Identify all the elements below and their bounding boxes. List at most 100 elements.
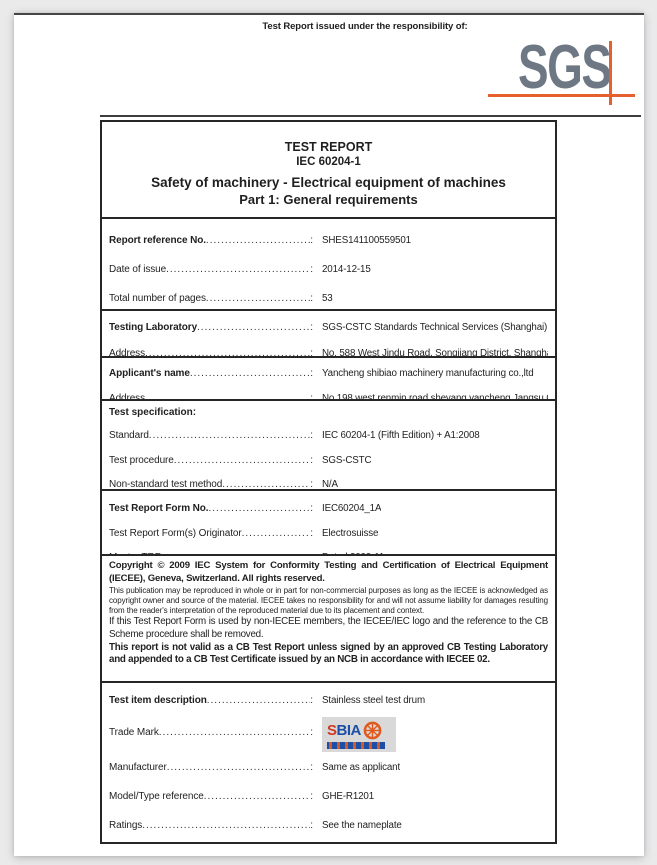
field-label: Test Report Form(s) Originator: [109, 527, 242, 539]
section-report-reference: Report reference No.: SHES141100559501 D…: [102, 217, 555, 309]
field-value: IEC 60204-1 (Fifth Edition) + A1:2008: [322, 430, 480, 441]
colon: :: [310, 454, 313, 466]
colon: :: [310, 322, 313, 333]
field-value: Same as applicant: [322, 761, 401, 773]
dot-leader: [206, 230, 310, 248]
field-row-test-item-description: Test item description: Stainless steel t…: [109, 690, 548, 708]
colon: :: [310, 368, 313, 379]
dot-leader: [204, 786, 310, 804]
document-page: Test Report issued under the responsibil…: [14, 13, 644, 856]
trademark-wheel-icon: [363, 721, 382, 740]
field-label: Trade Mark: [109, 727, 159, 738]
colon: :: [310, 761, 313, 773]
field-label: Date of issue: [109, 264, 167, 275]
dot-leader: [149, 425, 310, 443]
colon: :: [310, 819, 313, 831]
field-label: Address: [109, 393, 145, 399]
trademark-box: SBIA: [322, 717, 396, 752]
dot-leader: [207, 690, 310, 708]
field-row-manufacturer: Manufacturer: Same as applicant: [109, 757, 548, 775]
field-value: N/A: [322, 479, 338, 489]
dot-leader: [159, 722, 310, 740]
field-value: No 198 west renmin road,sheyang,yancheng…: [322, 393, 548, 399]
test-specification-heading: Test specification:: [109, 407, 197, 418]
colon: :: [310, 790, 313, 802]
colon: :: [310, 503, 313, 514]
field-row-standard: Standard: IEC 60204-1 (Fifth Edition) + …: [109, 425, 548, 443]
field-value: SHES141100559501: [322, 235, 411, 246]
field-label: Test item description: [109, 695, 207, 706]
field-label: Manufacturer: [109, 761, 167, 773]
field-label: Test Report Form No.: [109, 503, 209, 514]
dot-leader: [174, 450, 310, 468]
header-issued-line: Test Report issued under the responsibil…: [262, 21, 468, 32]
field-value: 53: [322, 293, 333, 304]
sgs-logo-crossline: [609, 41, 612, 105]
field-row-report-reference: Report reference No.: SHES141100559501: [109, 230, 548, 248]
field-row-ratings: Ratings: See the nameplate: [109, 815, 548, 833]
dot-leader: [190, 363, 310, 381]
field-label: Standard: [109, 430, 149, 441]
field-label: Ratings: [109, 819, 143, 831]
field-row-trade-mark: Trade Mark: SBIA: [109, 717, 548, 752]
copyright-bold-intro: Copyright © 2009 IEC System for Conformi…: [109, 560, 548, 584]
field-value: SGS-CSTC: [322, 454, 372, 466]
field-value: 2014-12-15: [322, 264, 371, 275]
trademark-logo: SBIA: [322, 717, 396, 752]
title-test-report: TEST REPORT: [284, 140, 373, 154]
section-applicant: Applicant's name: Yancheng shibiao machi…: [102, 356, 555, 399]
colon: :: [310, 695, 313, 706]
field-row-date-of-issue: Date of issue: 2014-12-15: [109, 259, 548, 277]
field-label: Applicant's name: [109, 368, 190, 379]
colon: :: [310, 479, 313, 489]
colon: :: [310, 293, 313, 304]
field-row-master-trf: Master TRF: Dated 2009-11: [109, 547, 548, 554]
field-value: GHE-R1201: [322, 790, 375, 802]
section-testing-laboratory: Testing Laboratory: SGS-CSTC Standards T…: [102, 309, 555, 356]
field-label: Master TRF: [109, 552, 161, 554]
copyright-validity-note: This report is not valid as a CB Test Re…: [109, 641, 548, 666]
dot-leader: [166, 259, 310, 277]
header-divider: [100, 115, 641, 117]
dot-leader: [222, 474, 310, 489]
title-block: TEST REPORT IEC 60204-1 Safety of machin…: [102, 122, 555, 217]
field-value: No. 588 West Jindu Road, Songjiang Distr…: [322, 348, 548, 356]
field-row-testing-laboratory: Testing Laboratory: SGS-CSTC Standards T…: [109, 317, 548, 335]
field-label: Total number of pages: [109, 293, 206, 304]
colon: :: [310, 430, 313, 441]
dot-leader: [142, 815, 310, 833]
field-row-applicant-name: Applicant's name: Yancheng shibiao machi…: [109, 363, 548, 381]
copyright-removal-note: If this Test Report Form is used by non-…: [109, 616, 548, 640]
trademark-text: SBIA: [327, 722, 361, 739]
dot-leader: [145, 343, 310, 356]
section-copyright: Copyright © 2009 IEC System for Conformi…: [102, 554, 555, 681]
title-standard-name: Safety of machinery - Electrical equipme…: [151, 175, 506, 190]
dot-leader: [197, 317, 310, 335]
field-value: IEC60204_1A: [322, 503, 382, 514]
field-label: Test procedure: [109, 454, 174, 466]
colon: :: [310, 393, 313, 399]
field-value: See the nameplate: [322, 819, 402, 831]
dot-leader: [206, 288, 310, 306]
dot-leader: [145, 388, 310, 399]
field-value: Stainless steel test drum: [322, 695, 425, 706]
report-table: TEST REPORT IEC 60204-1 Safety of machin…: [100, 120, 557, 844]
colon: :: [310, 264, 313, 275]
field-value: Dated 2009-11: [313, 552, 384, 554]
field-label: Non-standard test method: [109, 479, 223, 489]
field-row-total-pages: Total number of pages: 53: [109, 288, 548, 306]
title-standard-number: IEC 60204-1: [296, 156, 361, 168]
field-label: Address: [109, 348, 145, 356]
field-value: SGS-CSTC Standards Technical Services (S…: [322, 322, 548, 333]
field-row-non-standard-method: Non-standard test method: N/A: [109, 474, 548, 489]
title-part: Part 1: General requirements: [239, 192, 418, 207]
trade-mark-value: SBIA: [313, 717, 396, 752]
colon: :: [310, 552, 313, 554]
dot-leader: [209, 498, 311, 516]
copyright-small-text: This publication may be reproduced in wh…: [109, 586, 548, 615]
sgs-logo-underline: [488, 94, 635, 97]
field-row-test-procedure: Test procedure: SGS-CSTC: [109, 450, 548, 468]
dot-leader: [161, 547, 311, 554]
field-row-lab-address: Address: No. 588 West Jindu Road, Songji…: [109, 343, 548, 356]
